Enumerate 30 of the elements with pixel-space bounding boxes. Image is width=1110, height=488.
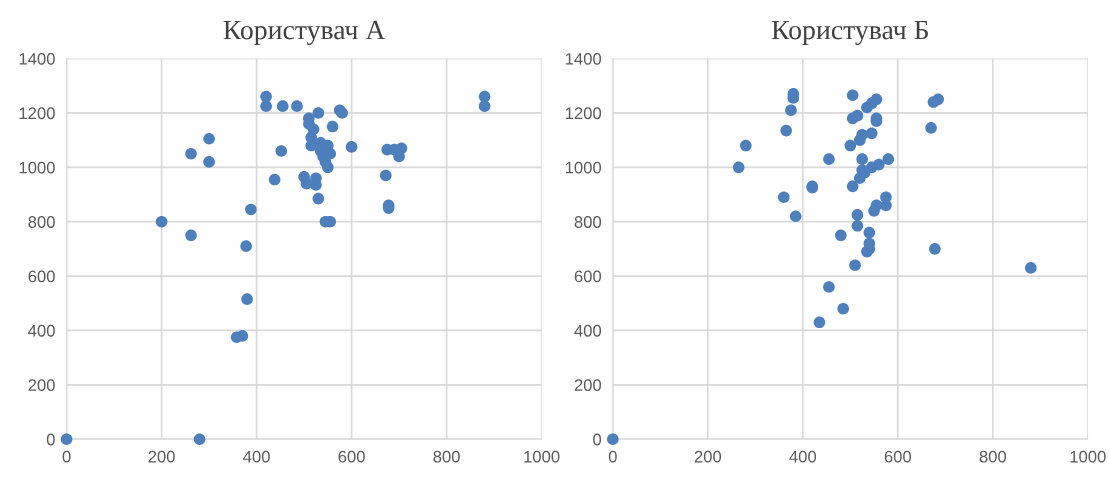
y-tick-label: 0 — [593, 433, 602, 446]
y-tick-label: 400 — [28, 324, 55, 337]
y-tick-label: 1400 — [19, 52, 55, 65]
y-tick-label: 1200 — [565, 107, 602, 120]
x-tick-label: 200 — [694, 450, 722, 463]
x-tick-label: 800 — [433, 450, 460, 463]
y-tick-label: 1400 — [565, 52, 602, 65]
x-tick-label: 800 — [979, 450, 1007, 463]
y-tick-label: 400 — [574, 324, 602, 337]
x-tick-label: 400 — [243, 450, 270, 463]
y-tick-label: 200 — [574, 379, 602, 392]
x-tick-label: 600 — [338, 450, 365, 463]
y-tick-label: 800 — [574, 216, 602, 228]
x-tick-label: 1000 — [524, 450, 560, 463]
x-tick-label: 600 — [884, 450, 912, 463]
y-tick-label: 1000 — [19, 161, 55, 174]
y-tick-label: 800 — [28, 216, 55, 228]
x-tick-label: 1000 — [1070, 450, 1106, 463]
y-tick-label: 0 — [46, 433, 55, 446]
chart-title: Користувач А — [223, 20, 386, 46]
y-tick-label: 600 — [28, 270, 55, 283]
x-tick-label: 0 — [62, 450, 71, 463]
x-tick-label: 400 — [789, 450, 817, 463]
y-tick-label: 200 — [28, 379, 55, 392]
x-tick-label: 200 — [148, 450, 175, 463]
y-tick-label: 600 — [574, 270, 602, 283]
y-tick-label: 1000 — [565, 161, 602, 174]
y-tick-label: 1200 — [19, 107, 55, 120]
x-tick-label: 0 — [608, 450, 617, 463]
chart-title: Користувач Б — [771, 20, 928, 46]
